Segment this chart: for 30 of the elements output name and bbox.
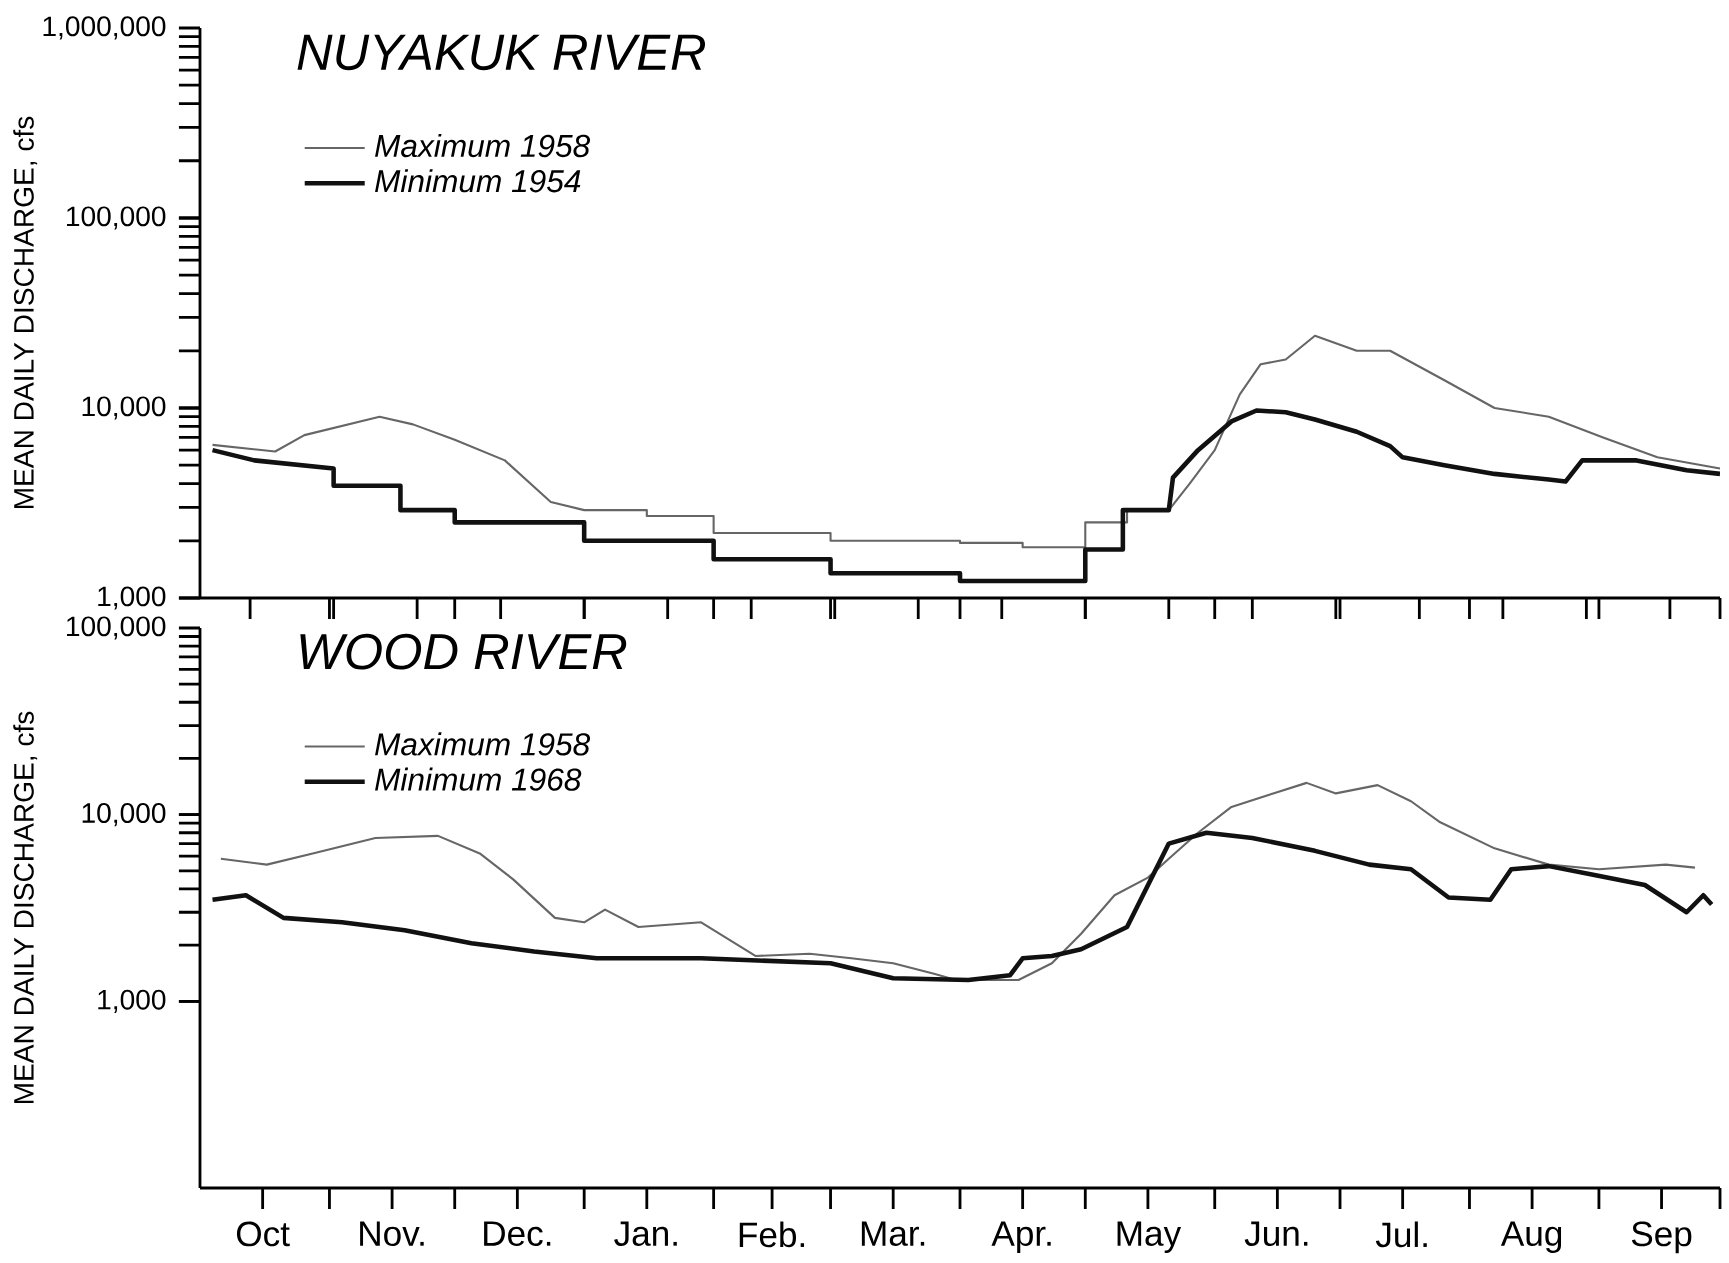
x-tick-label: Feb. — [739, 1221, 805, 1248]
x-tick-label: Jun. — [1244, 1221, 1308, 1246]
y-axis-title: MEAN DAILY DISCHARGE, cfs — [13, 711, 38, 1104]
line-series — [211, 334, 1721, 549]
chart-title: WOOD RIVER — [300, 633, 627, 670]
legend-label: Maximum 1958 — [375, 133, 591, 158]
y-tick-label: 10,000 — [82, 803, 166, 827]
chart-title: NUYAKUK RIVER — [297, 34, 706, 71]
x-tick-label: Mar. — [861, 1221, 925, 1246]
y-tick-label: 100,000 — [67, 206, 166, 230]
x-tick-label: Nov. — [360, 1221, 424, 1246]
y-tick-label: 1,000,000 — [43, 16, 166, 40]
x-tick-label: Oct — [236, 1221, 290, 1247]
y-tick-label: 1,000 — [98, 586, 166, 610]
line-series — [210, 830, 1714, 983]
y-tick-label: 10,000 — [82, 396, 166, 420]
x-tick-label: May — [1117, 1221, 1182, 1253]
legend-label: Maximum 1958 — [375, 732, 591, 756]
y-axis-title: MEAN DAILY DISCHARGE, cfs — [13, 116, 38, 509]
x-tick-label: Sep — [1631, 1221, 1692, 1254]
x-tick-label: Dec. — [484, 1221, 551, 1246]
x-tick-label: Aug — [1500, 1221, 1562, 1253]
legend-label: Minimum 1968 — [375, 767, 582, 791]
y-tick-label: 100,000 — [67, 616, 166, 640]
legend-label: Minimum 1954 — [375, 169, 581, 193]
x-tick-label: Jan. — [614, 1221, 677, 1246]
x-tick-label: Apr. — [991, 1221, 1051, 1253]
x-tick-label: Jul. — [1375, 1221, 1427, 1248]
y-tick-label: 1,000 — [98, 989, 166, 1013]
line-series — [210, 408, 1721, 584]
